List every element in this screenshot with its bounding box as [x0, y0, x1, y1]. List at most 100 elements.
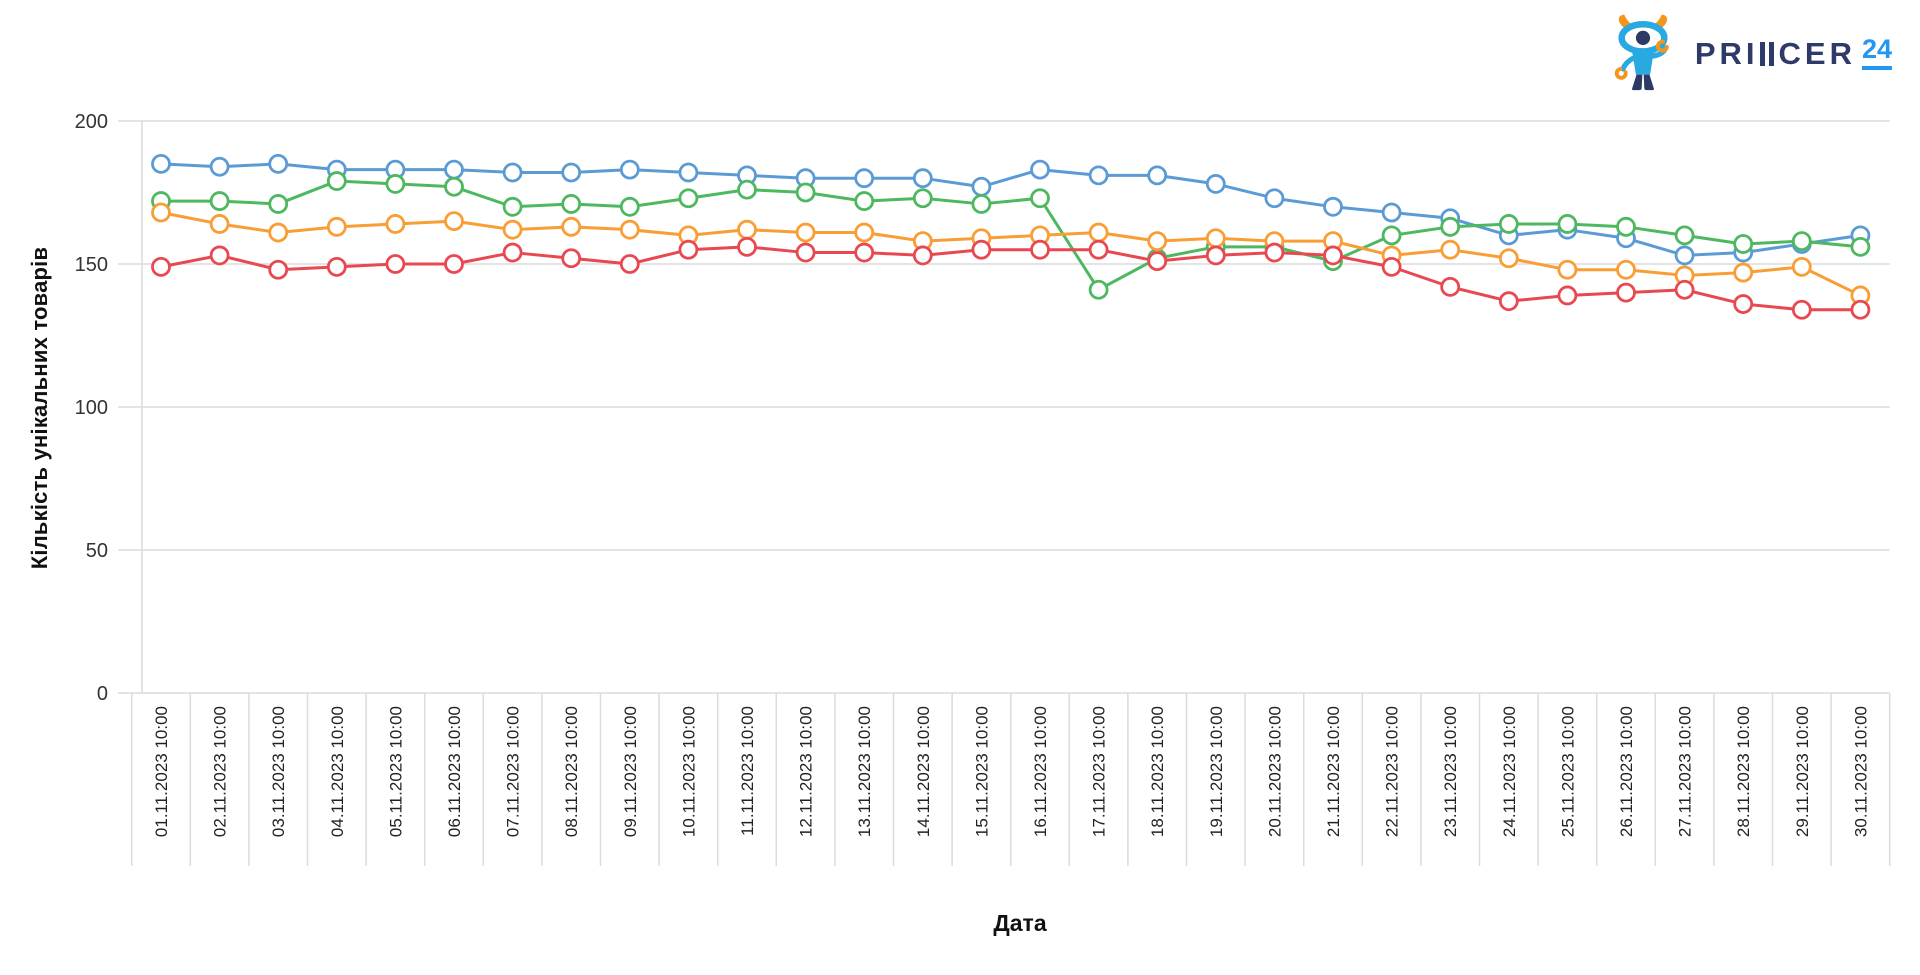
data-point-orange[interactable]: [1088, 222, 1109, 243]
data-point-red[interactable]: [326, 256, 347, 277]
data-point-red[interactable]: [678, 239, 699, 260]
data-point-green[interactable]: [561, 194, 582, 214]
data-point-red[interactable]: [1557, 285, 1578, 306]
data-point-red[interactable]: [971, 239, 992, 260]
data-point-orange[interactable]: [151, 202, 171, 223]
data-point-green[interactable]: [326, 171, 347, 191]
data-point-orange[interactable]: [619, 219, 640, 240]
data-point-orange[interactable]: [502, 219, 523, 240]
data-point-green[interactable]: [385, 174, 406, 194]
x-tick-label: 08.11.2023 10:00: [562, 706, 581, 837]
data-point-blue[interactable]: [854, 168, 875, 189]
data-point-red[interactable]: [1791, 299, 1812, 320]
data-point-green[interactable]: [1440, 216, 1461, 237]
data-point-blue[interactable]: [971, 176, 992, 197]
data-point-red[interactable]: [912, 245, 933, 266]
data-point-red[interactable]: [1440, 276, 1461, 297]
x-tick-label: 16.11.2023 10:00: [1031, 706, 1050, 837]
data-point-green[interactable]: [1381, 225, 1402, 246]
data-point-blue[interactable]: [1264, 188, 1285, 209]
data-point-blue[interactable]: [1323, 196, 1343, 217]
data-point-red[interactable]: [1381, 256, 1402, 277]
data-point-red[interactable]: [1616, 282, 1636, 303]
data-point-red[interactable]: [1030, 239, 1050, 260]
data-point-green[interactable]: [1557, 214, 1578, 234]
data-point-green[interactable]: [1030, 188, 1050, 209]
data-point-blue[interactable]: [1147, 165, 1168, 186]
data-point-orange[interactable]: [795, 222, 816, 243]
data-point-orange[interactable]: [1616, 259, 1636, 280]
data-point-red[interactable]: [151, 256, 171, 277]
data-point-red[interactable]: [1088, 239, 1109, 260]
data-point-blue[interactable]: [1088, 165, 1109, 186]
data-point-red[interactable]: [1264, 242, 1285, 263]
data-point-orange[interactable]: [385, 214, 406, 234]
data-point-blue[interactable]: [1030, 159, 1050, 180]
data-point-green[interactable]: [1850, 236, 1871, 257]
data-point-green[interactable]: [854, 191, 875, 211]
data-point-red[interactable]: [737, 236, 757, 257]
data-point-green[interactable]: [1733, 234, 1754, 254]
data-point-green[interactable]: [795, 182, 816, 203]
data-point-red[interactable]: [795, 242, 816, 263]
data-point-green[interactable]: [912, 188, 933, 209]
data-point-red[interactable]: [385, 254, 406, 274]
data-point-red[interactable]: [854, 242, 875, 263]
data-point-green[interactable]: [209, 191, 230, 211]
data-point-red[interactable]: [268, 259, 289, 280]
data-point-red[interactable]: [1498, 291, 1519, 312]
data-point-red[interactable]: [561, 248, 582, 269]
data-point-red[interactable]: [1674, 279, 1695, 300]
data-point-green[interactable]: [502, 196, 523, 217]
data-point-blue[interactable]: [1674, 245, 1695, 266]
data-point-orange[interactable]: [1557, 259, 1578, 280]
data-point-red[interactable]: [619, 254, 640, 274]
data-point-green[interactable]: [444, 176, 464, 197]
data-point-orange[interactable]: [1791, 256, 1812, 277]
data-point-blue[interactable]: [1381, 202, 1402, 223]
data-point-red[interactable]: [444, 254, 464, 274]
data-point-orange[interactable]: [1205, 228, 1226, 249]
data-point-red[interactable]: [1850, 299, 1871, 320]
data-point-orange[interactable]: [268, 222, 289, 243]
data-point-red[interactable]: [1205, 245, 1226, 266]
data-point-blue[interactable]: [444, 159, 464, 180]
data-point-orange[interactable]: [209, 214, 230, 234]
pricer24-mascot-icon: [1614, 14, 1669, 91]
data-point-blue[interactable]: [912, 168, 933, 189]
data-point-orange[interactable]: [1440, 239, 1461, 260]
data-point-orange[interactable]: [854, 222, 875, 243]
data-point-green[interactable]: [737, 179, 757, 200]
data-point-green[interactable]: [268, 194, 289, 214]
data-point-orange[interactable]: [444, 211, 464, 232]
data-point-blue[interactable]: [619, 159, 640, 180]
data-point-green[interactable]: [619, 196, 640, 217]
data-point-red[interactable]: [209, 245, 230, 266]
data-point-blue[interactable]: [151, 153, 171, 174]
data-point-green[interactable]: [1088, 279, 1109, 300]
data-point-blue[interactable]: [561, 162, 582, 183]
data-point-green[interactable]: [1498, 214, 1519, 234]
data-point-red[interactable]: [1733, 294, 1754, 314]
data-point-orange[interactable]: [1147, 231, 1168, 252]
data-point-blue[interactable]: [209, 156, 230, 177]
data-point-red[interactable]: [502, 242, 523, 263]
data-point-orange[interactable]: [326, 216, 347, 237]
data-point-green[interactable]: [1791, 231, 1812, 252]
data-point-blue[interactable]: [502, 162, 523, 183]
data-point-green[interactable]: [1674, 225, 1695, 246]
data-point-orange[interactable]: [1733, 262, 1754, 283]
data-point-orange[interactable]: [561, 216, 582, 237]
data-point-green[interactable]: [1616, 216, 1636, 237]
data-point-orange[interactable]: [1498, 248, 1519, 269]
data-point-blue[interactable]: [1205, 174, 1226, 194]
data-point-green[interactable]: [971, 194, 992, 214]
data-point-red[interactable]: [1147, 251, 1168, 272]
data-point-blue[interactable]: [678, 162, 699, 183]
data-point-green[interactable]: [678, 188, 699, 209]
data-point-red[interactable]: [1323, 245, 1343, 266]
data-point-blue[interactable]: [268, 153, 289, 174]
data-point-orange[interactable]: [737, 219, 757, 240]
